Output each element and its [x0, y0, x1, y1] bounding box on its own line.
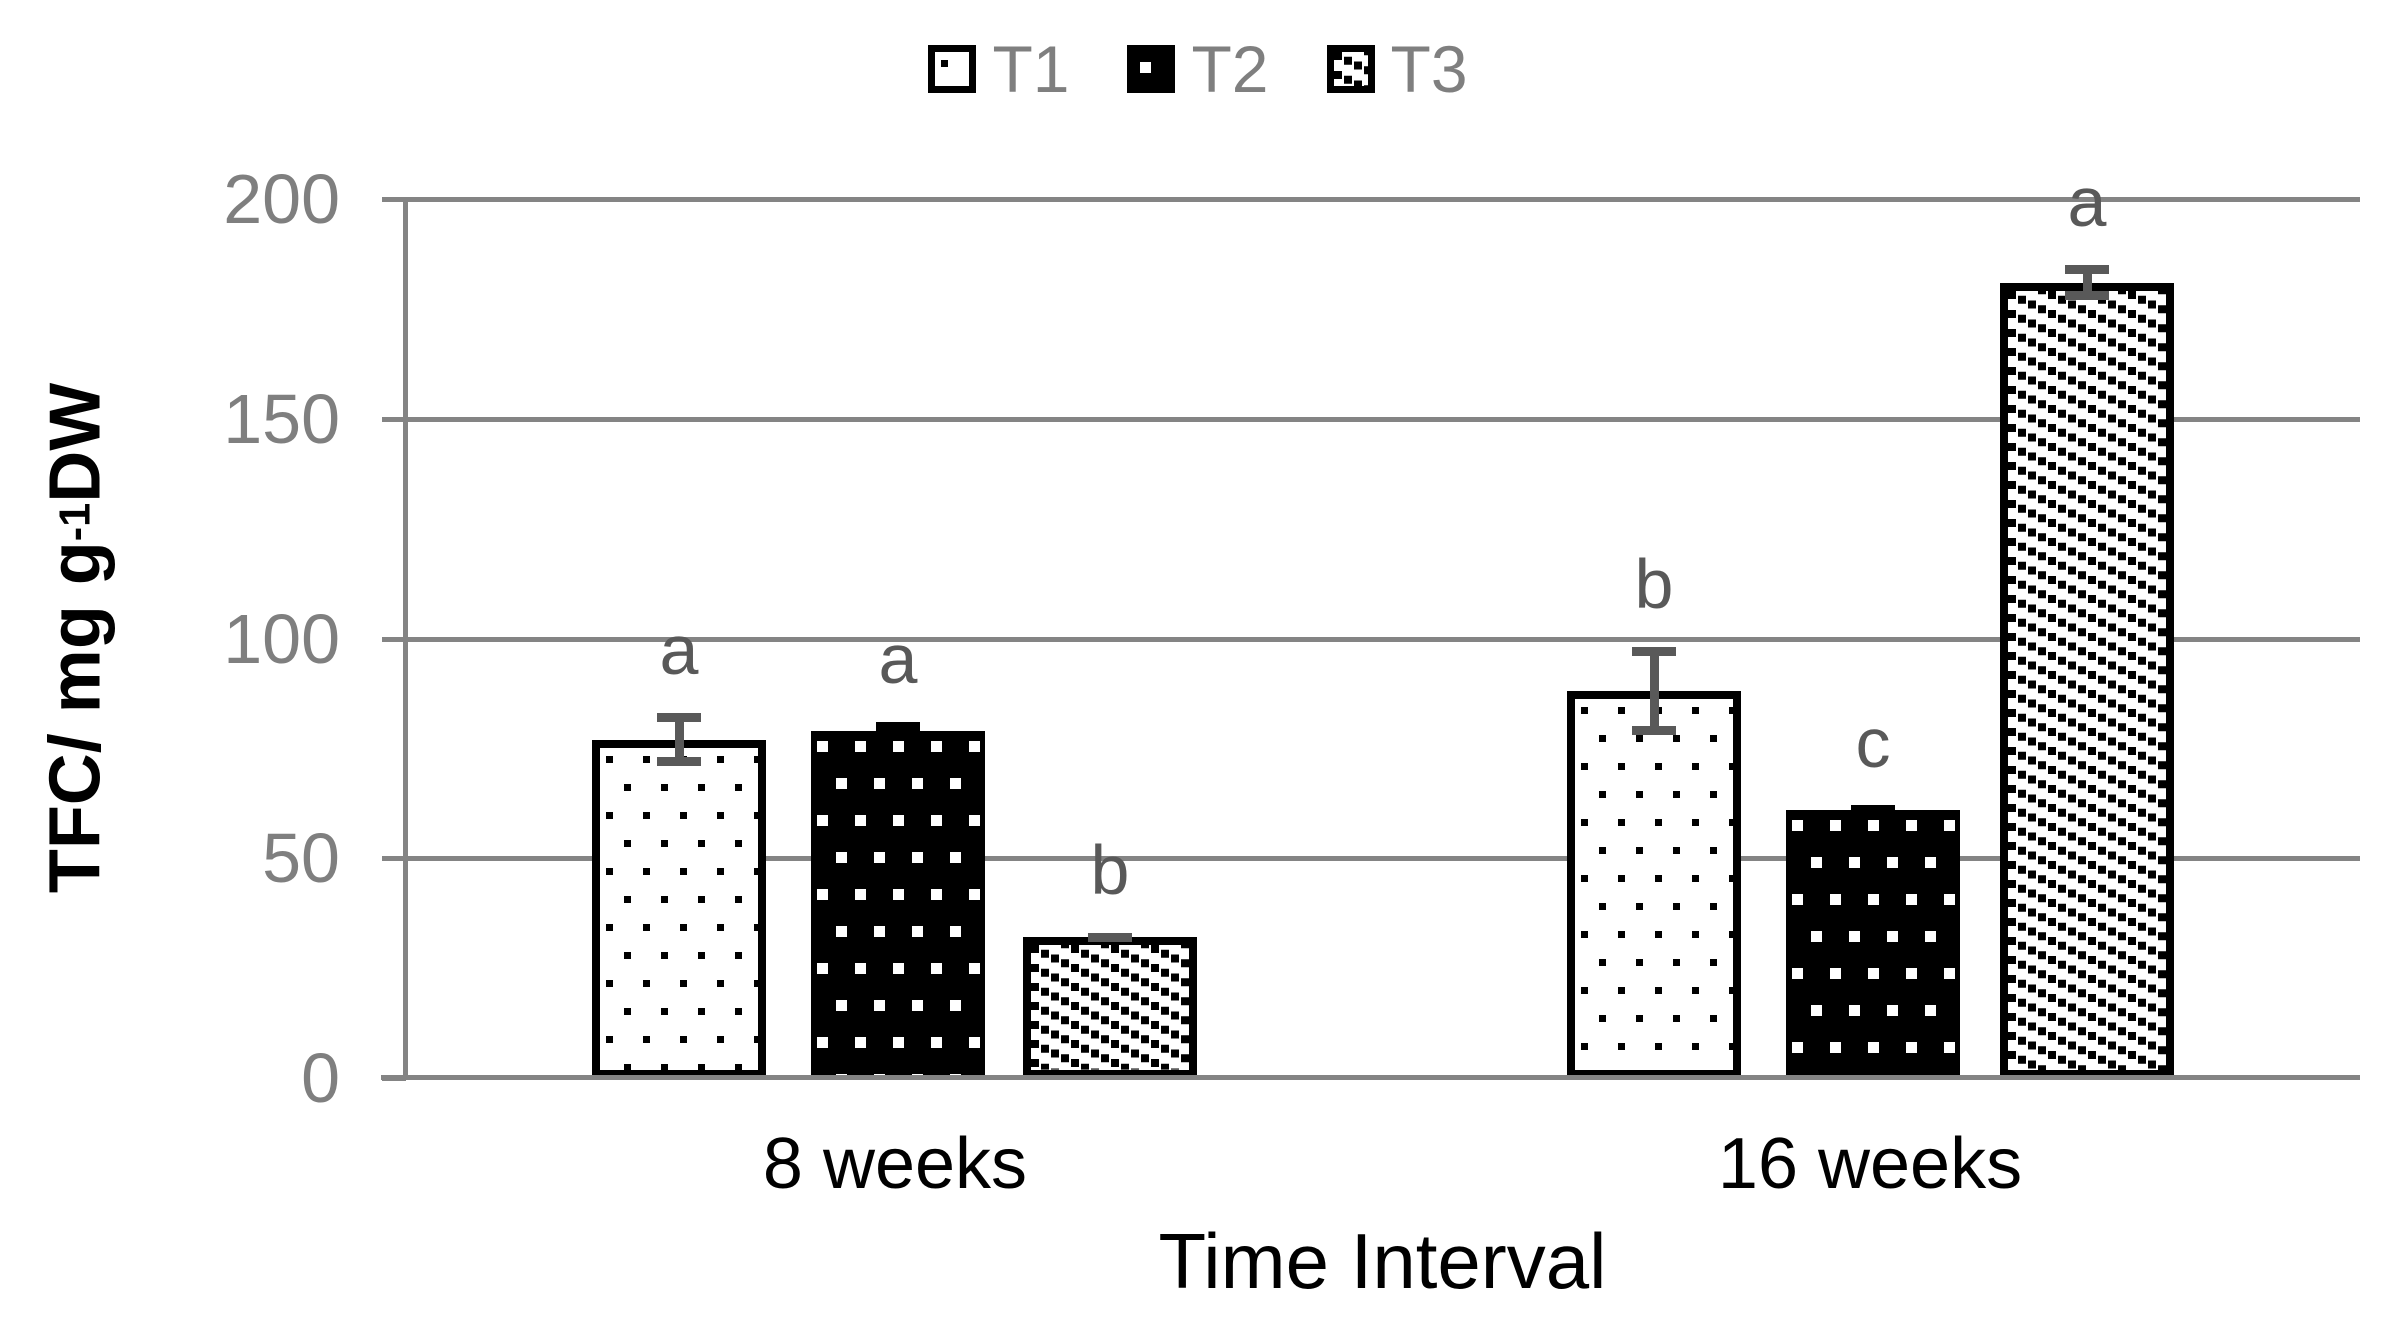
x-axis-title: Time Interval: [1158, 1217, 1607, 1305]
y-tick-200: 200: [223, 160, 340, 238]
error-bar: [1632, 647, 1676, 736]
x-category-16weeks: 16 weeks: [1717, 1124, 2023, 1204]
y-axis-line: [403, 199, 408, 1078]
bar-group-16weeks-t3: a: [2000, 167, 2174, 1078]
x-axis-line: [381, 1075, 2360, 1080]
bar-t2-16weeks: [1786, 809, 1960, 1078]
error-bar: [2065, 264, 2109, 301]
error-bar: [1851, 805, 1895, 815]
plot-area: a a b b c a: [381, 167, 2360, 1080]
legend-label-t3: T3: [1390, 32, 1468, 106]
legend-label-t2: T2: [1191, 32, 1269, 106]
y-axis-title-unit: DW: [35, 382, 116, 503]
bar-t1-8weeks: [592, 739, 766, 1078]
legend-swatch-t2-icon: [1127, 45, 1176, 93]
significance-letter: a: [878, 620, 918, 699]
y-tick-mark: [382, 197, 406, 202]
significance-letter: c: [1855, 703, 1891, 782]
error-bar: [657, 713, 701, 766]
y-axis-title: TFC/ mg g -1 DW: [35, 382, 116, 894]
legend: T1 T2 T3: [0, 36, 2396, 102]
y-tick-50: 50: [262, 819, 340, 897]
y-tick-mark: [382, 637, 406, 642]
legend-item-t1: T1: [928, 36, 1069, 102]
significance-letter: a: [659, 611, 699, 690]
bar-group-8weeks-t2: a: [811, 199, 985, 1078]
legend-swatch-t1-icon: [928, 45, 977, 93]
bar-t2-8weeks: [811, 730, 985, 1078]
y-axis-title-text: TFC/ mg g: [35, 541, 116, 894]
bar-t3-16weeks: [2000, 282, 2174, 1078]
y-tick-100: 100: [223, 600, 340, 678]
significance-letter: b: [1090, 830, 1130, 909]
bar-t3-8weeks: [1023, 937, 1197, 1078]
x-category-8weeks: 8 weeks: [762, 1124, 1028, 1204]
significance-letter: a: [2067, 162, 2107, 241]
legend-item-t3: T3: [1326, 32, 1468, 106]
bar-group-8weeks-t3: b: [1023, 199, 1197, 1078]
y-tick-mark: [382, 417, 406, 422]
legend-label-t1: T1: [992, 32, 1070, 106]
bar-group-16weeks-t2: c: [1786, 199, 1960, 1078]
gridline-100: [405, 636, 2360, 642]
error-bar: [876, 722, 920, 740]
y-tick-150: 150: [223, 380, 340, 458]
bar-group-16weeks-t1: b: [1567, 199, 1741, 1078]
y-tick-0: 0: [301, 1039, 340, 1117]
bar-t1-16weeks: [1567, 691, 1741, 1078]
legend-swatch-t3-icon: [1326, 45, 1375, 93]
y-tick-mark: [382, 856, 406, 861]
error-bar: [1088, 932, 1132, 942]
gridline-150: [405, 416, 2360, 422]
gridline-200: [405, 197, 2360, 202]
legend-item-t2: T2: [1127, 32, 1269, 106]
gridline-50: [405, 856, 2360, 862]
significance-letter: b: [1634, 545, 1674, 624]
bar-group-8weeks-t1: a: [592, 199, 766, 1078]
